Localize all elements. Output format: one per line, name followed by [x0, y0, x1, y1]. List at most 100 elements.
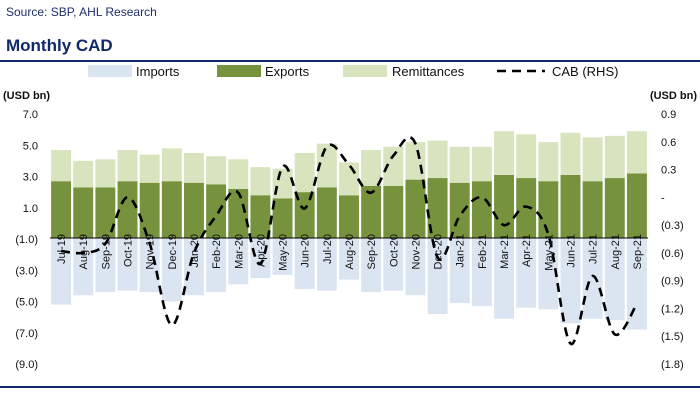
left-axis-label: (USD bn) [3, 90, 50, 102]
exports-bar [139, 182, 160, 238]
exports-bar [51, 181, 72, 238]
imports-bar [383, 238, 404, 291]
imports-bar [516, 238, 537, 308]
title-rule [0, 60, 700, 62]
imports-bar [228, 238, 249, 285]
legend-label: CAB (RHS) [552, 64, 618, 79]
left-axis-tick: 5.0 [23, 140, 38, 152]
left-axis-tick: 1.0 [23, 203, 38, 215]
left-axis-tick: (9.0) [15, 359, 38, 371]
exports-bar [228, 189, 249, 238]
imports-bar [560, 238, 581, 324]
exports-bar [516, 178, 537, 238]
exports-bar [272, 198, 293, 238]
legend-label: Exports [265, 64, 310, 79]
remittances-bar [250, 167, 271, 196]
remittances-bar [161, 148, 182, 182]
right-axis-tick: (1.8) [661, 359, 684, 371]
right-axis-tick: (1.5) [661, 331, 684, 343]
remittances-bar [582, 137, 603, 182]
x-tick-label: Mar-21 [499, 234, 511, 269]
exports-bar [471, 181, 492, 238]
remittances-bar [228, 159, 249, 189]
x-tick-label: Oct-19 [123, 234, 135, 267]
remittances-bar [383, 146, 404, 186]
imports-bar [449, 238, 470, 304]
left-axis-tick: (3.0) [15, 265, 38, 277]
remittances-bar [538, 142, 559, 182]
remittances-bar [449, 146, 470, 183]
remittances-bar [117, 149, 138, 182]
exports-bar [560, 174, 581, 238]
exports-bar [339, 195, 359, 238]
exports-bar [405, 179, 426, 238]
x-tick-label: Mar-20 [233, 234, 245, 269]
x-tick-label: Aug-21 [610, 234, 622, 269]
remittances-bar [95, 159, 116, 188]
imports-bar [604, 238, 625, 321]
x-tick-label: Sep-21 [632, 234, 644, 269]
x-tick-label: Dec-20 [433, 234, 445, 269]
x-tick-label: Jul-19 [56, 234, 68, 264]
left-axis-tick: (5.0) [15, 297, 38, 309]
right-axis-tick: 0.6 [661, 137, 676, 149]
remittances-bar [560, 132, 581, 175]
x-tick-label: Jul-20 [322, 234, 334, 264]
exports-bar [206, 184, 227, 238]
x-tick-label: Feb-20 [211, 234, 223, 269]
imports-bar [272, 238, 293, 275]
right-axis-tick: - [661, 192, 665, 204]
right-axis-tick: (0.9) [661, 276, 684, 288]
remittances-bar [183, 153, 204, 183]
exports-bar [604, 178, 625, 238]
x-tick-label: Oct-20 [388, 234, 400, 267]
left-axis-tick: 7.0 [23, 109, 38, 121]
imports-bar [161, 238, 182, 302]
x-tick-label: Apr-20 [255, 234, 267, 267]
x-tick-label: Jun-20 [300, 234, 312, 268]
exports-bar [95, 187, 116, 238]
left-axis-tick: (7.0) [15, 328, 38, 340]
right-axis-label: (USD bn) [650, 90, 697, 102]
chart-title: Monthly CAD [6, 36, 113, 55]
right-axis-tick: (0.6) [661, 248, 684, 260]
exports-bar [117, 181, 138, 238]
exports-bar [73, 187, 94, 238]
x-tick-label: Sep-20 [366, 234, 378, 269]
remittances-bar [206, 156, 227, 185]
right-axis-tick: (1.2) [661, 303, 684, 315]
x-tick-label: Feb-21 [477, 234, 489, 269]
right-axis-tick: 0.3 [661, 165, 676, 177]
legend-swatch [343, 65, 387, 77]
remittances-bar [427, 140, 448, 179]
x-tick-label: Aug-20 [344, 234, 356, 269]
x-tick-label: Jul-21 [588, 234, 600, 264]
exports-bar [582, 181, 603, 238]
imports-bar [294, 238, 315, 289]
x-tick-label: May-21 [543, 234, 555, 271]
imports-bar [405, 238, 426, 296]
right-axis-tick: (0.3) [661, 220, 684, 232]
imports-bar [183, 238, 204, 296]
exports-bar [449, 182, 470, 238]
x-tick-label: Jan-21 [455, 234, 467, 268]
remittances-bar [361, 149, 382, 186]
remittances-bar [494, 131, 515, 175]
exports-bar [383, 185, 404, 238]
source-note: Source: SBP, AHL Research [6, 5, 157, 19]
exports-bar [250, 195, 271, 238]
remittances-bar [471, 146, 492, 182]
imports-bar [339, 238, 359, 280]
remittances-bar [604, 135, 625, 179]
remittances-bar [626, 131, 647, 174]
remittances-bar [516, 134, 537, 179]
x-tick-label: Nov-20 [410, 234, 422, 269]
exports-bar [316, 187, 337, 238]
imports-bar [471, 238, 492, 307]
exports-bar [494, 174, 515, 238]
imports-bar [95, 238, 116, 293]
exports-bar [538, 181, 559, 238]
exports-bar [294, 192, 315, 238]
imports-bar [494, 238, 515, 319]
